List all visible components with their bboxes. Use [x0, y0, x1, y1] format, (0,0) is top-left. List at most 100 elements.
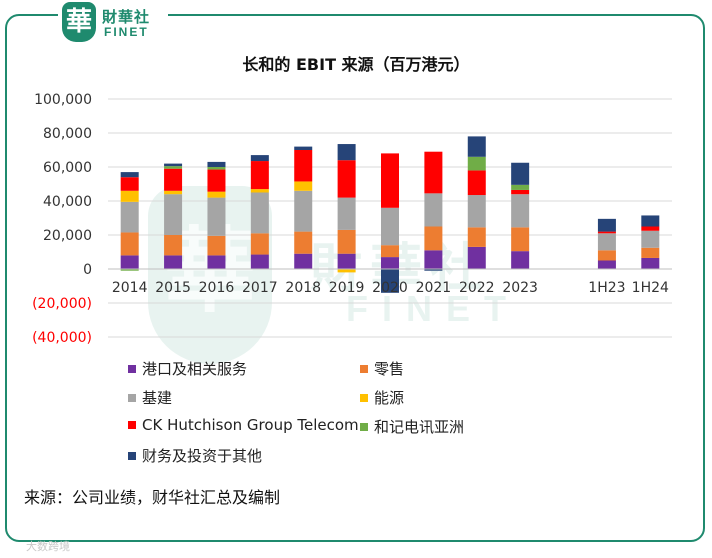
bar-segment [164, 190, 183, 195]
bar-segment [294, 181, 313, 191]
legend-item: CK Hutchison Group Telecom [128, 416, 359, 434]
chart-title: 长和的 EBIT 来源（百万港元） [242, 55, 470, 74]
brand-name-en: FINET [104, 25, 149, 39]
bar-segment [207, 197, 226, 236]
legend-item: 财务及投资于其他 [128, 445, 262, 466]
bar-segment [511, 189, 530, 195]
bar-segment [641, 257, 660, 269]
legend-swatch [128, 393, 136, 402]
x-tick-label: 2017 [242, 280, 278, 296]
bar-segment [207, 191, 226, 198]
legend-item: 基建 [128, 387, 172, 408]
bar-segment [337, 253, 356, 269]
bar-segment [424, 269, 443, 271]
x-tick-label: 2023 [502, 280, 538, 296]
legend-item: 能源 [360, 387, 404, 408]
y-tick-label: 0 [83, 262, 92, 278]
bar-segment [164, 166, 183, 169]
y-tick-label: (40,000) [32, 330, 92, 346]
x-tick-label: 2020 [372, 280, 408, 296]
legend-label: 零售 [374, 360, 405, 378]
y-tick-label: 20,000 [43, 228, 92, 244]
bar-segment [467, 195, 486, 228]
x-tick-label: 2016 [199, 280, 235, 296]
bar-segment [424, 151, 443, 194]
brand-emblem-icon: 華 [62, 2, 96, 42]
bar-segment [250, 233, 269, 255]
bar-segment [294, 190, 313, 232]
x-tick-label: 1H24 [632, 280, 669, 296]
bar-segment [207, 167, 226, 170]
bar-segment [381, 207, 399, 246]
bar-segment [381, 153, 399, 208]
legend-swatch [360, 364, 368, 373]
bar-segment [511, 251, 530, 269]
bar-segment [120, 190, 139, 202]
bar-segment [467, 227, 486, 247]
bar-segment [120, 269, 139, 271]
bar-segment [511, 184, 530, 190]
bar-segment [337, 229, 356, 254]
bar-segment [424, 193, 443, 227]
corner-watermark: 大数跨境 [26, 540, 70, 553]
bar-segment [337, 197, 356, 230]
legend-label: 财务及投资于其他 [142, 447, 263, 465]
brand-name-cn: 財華社 [102, 8, 151, 26]
bar-segment [120, 232, 139, 256]
x-tick-label: 2018 [285, 280, 321, 296]
legend-item: 和记电讯亚洲 [360, 416, 464, 437]
bar-segment [250, 254, 269, 269]
y-tick-label: 100,000 [34, 92, 92, 108]
watermark-text-en: FINET [346, 288, 520, 329]
bar-segment [337, 269, 356, 273]
bar-segment [641, 230, 660, 248]
x-tick-label: 2015 [155, 280, 191, 296]
bar-segment [511, 194, 530, 228]
bar-segment [424, 226, 443, 251]
bar-segment [381, 257, 399, 269]
bar-segment [511, 162, 530, 185]
bar-segment [511, 227, 530, 252]
bar-segment [597, 250, 616, 261]
y-tick-label: 80,000 [43, 126, 92, 142]
legend-label: 和记电讯亚洲 [374, 418, 465, 436]
legend-item: 港口及相关服务 [128, 358, 247, 379]
brand-logo: 華 財華社 FINET [58, 0, 168, 46]
y-tick-label: (20,000) [32, 296, 92, 312]
bar-segment [597, 218, 616, 232]
bar-segment [337, 160, 356, 198]
bar-segment [120, 172, 139, 178]
y-tick-label: 40,000 [43, 194, 92, 210]
legend-swatch [360, 393, 368, 402]
bar-segment [294, 150, 313, 182]
bar-segment [164, 168, 183, 191]
legend-label: 基建 [142, 389, 173, 407]
bar-segment [250, 192, 269, 234]
chart-frame [5, 14, 705, 542]
bar-segment [164, 235, 183, 256]
bar-segment [467, 246, 486, 269]
bar-segment [294, 231, 313, 254]
legend-label: CK Hutchison Group Telecom [142, 416, 359, 434]
bar-segment [164, 255, 183, 269]
legend-swatch [128, 451, 136, 460]
x-tick-label: 2021 [416, 280, 452, 296]
bar-segment [120, 201, 139, 233]
chart-legend: 港口及相关服务 零售基建 能源 CK Hutchison Group Telecom 和… [128, 358, 598, 468]
bar-segment [207, 169, 226, 192]
bar-segment [250, 189, 269, 193]
bar-segment [337, 144, 356, 161]
bar-segment [250, 155, 269, 162]
bar-segment [207, 161, 226, 167]
x-tick-label: 1H23 [588, 280, 625, 296]
legend-label: 能源 [374, 389, 405, 407]
bar-segment [641, 215, 660, 227]
bar-segment [250, 161, 269, 190]
legend-swatch [128, 420, 136, 429]
bar-segment [381, 269, 399, 293]
bar-segment [467, 170, 486, 196]
bar-segment [294, 146, 313, 150]
bar-segment [164, 163, 183, 167]
bar-segment [597, 231, 616, 234]
